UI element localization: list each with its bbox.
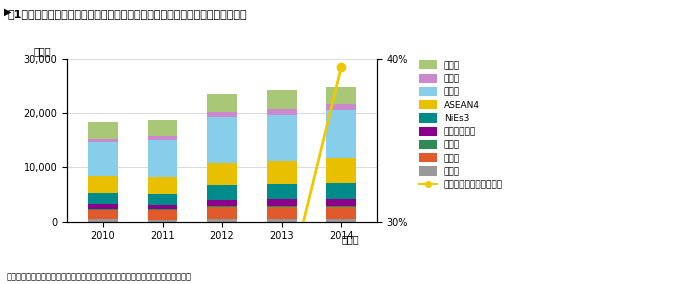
Bar [267, 161, 297, 184]
Bar [207, 112, 237, 117]
Bar [88, 176, 118, 193]
Bar [207, 185, 237, 200]
Bar [326, 105, 356, 110]
Bar [326, 183, 356, 199]
Bar [148, 177, 177, 194]
Bar [88, 122, 118, 139]
Bar [207, 207, 237, 219]
Bar [148, 140, 177, 177]
Bar [326, 207, 356, 219]
Bar [267, 109, 297, 115]
Y-axis label: （社）: （社） [34, 46, 51, 56]
Bar [326, 158, 356, 183]
Text: 図1　日本企楮の海外市場比率および日本企楮の地徟別の海外現地法人数の推移: 図1 日本企楮の海外市場比率および日本企楮の地徟別の海外現地法人数の推移 [7, 9, 246, 18]
Bar [148, 209, 177, 210]
Bar [326, 110, 356, 158]
Bar [148, 194, 177, 205]
Bar [267, 115, 297, 161]
Bar [267, 219, 297, 222]
Text: 出典：経済産楮省「グローバル出荷指数」「海外事楮活動基本調査」より筆者作成: 出典：経済産楮省「グローバル出荷指数」「海外事楮活動基本調査」より筆者作成 [7, 272, 192, 281]
Bar [207, 206, 237, 207]
Bar [326, 219, 356, 222]
Bar [267, 184, 297, 199]
Bar [88, 208, 118, 210]
Bar [207, 95, 237, 112]
Bar [88, 210, 118, 219]
Bar [207, 200, 237, 206]
Bar [148, 210, 177, 220]
Bar [207, 219, 237, 222]
Bar [148, 120, 177, 136]
Bar [148, 136, 177, 140]
Bar [88, 204, 118, 208]
Bar [267, 91, 297, 109]
Bar [88, 139, 118, 142]
Text: ▶: ▶ [4, 7, 11, 17]
Bar [148, 205, 177, 209]
Bar [326, 206, 356, 207]
Bar [88, 193, 118, 204]
Bar [207, 117, 237, 163]
Bar [88, 142, 118, 176]
Bar [88, 219, 118, 222]
Bar [267, 206, 297, 207]
Bar [267, 207, 297, 219]
Bar [326, 199, 356, 206]
Bar [267, 199, 297, 206]
Text: （年）: （年） [341, 235, 359, 245]
Bar [326, 87, 356, 105]
Legend: 北　米, 中南米, 中　国, ASEAN4, NiEs3, その他アジア, 中　東, 欧　州, その他, 日本企楮の海外市場比率: 北 米, 中南米, 中 国, ASEAN4, NiEs3, その他アジア, 中 … [419, 60, 503, 189]
Bar [207, 163, 237, 185]
Bar [148, 220, 177, 222]
